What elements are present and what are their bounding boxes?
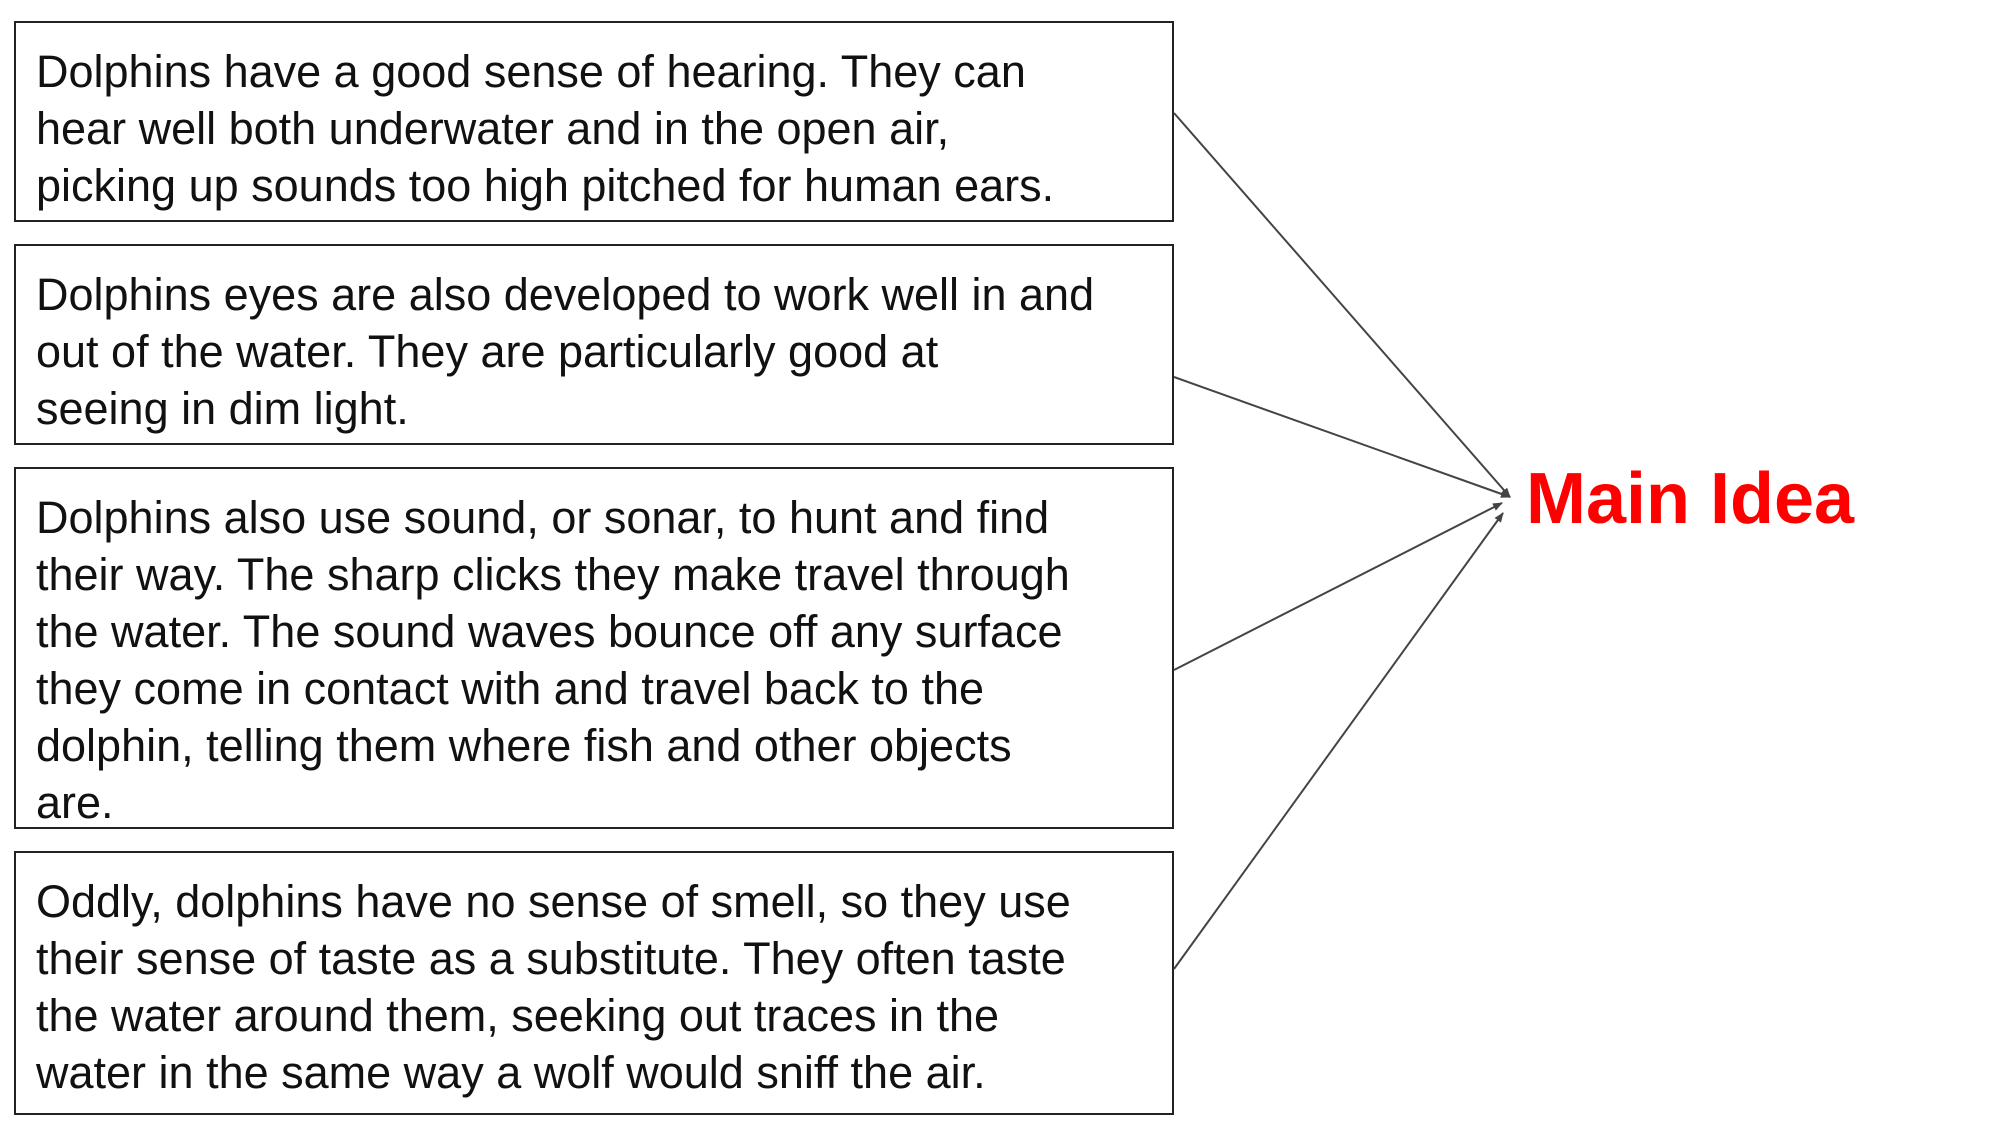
detail-text-taste: Oddly, dolphins have no sense of smell, … xyxy=(36,876,1071,1098)
main-idea-label: Main Idea xyxy=(1526,459,1855,539)
detail-text-hearing: Dolphins have a good sense of hearing. T… xyxy=(36,46,1055,211)
arrow-from-hearing xyxy=(1173,112,1511,498)
detail-box-taste: Oddly, dolphins have no sense of smell, … xyxy=(14,851,1174,1115)
arrow-from-taste xyxy=(1173,512,1504,970)
detail-box-sonar: Dolphins also use sound, or sonar, to hu… xyxy=(14,467,1174,829)
detail-box-eyesight: Dolphins eyes are also developed to work… xyxy=(14,244,1174,445)
arrow-from-sonar xyxy=(1173,502,1503,671)
detail-text-sonar: Dolphins also use sound, or sonar, to hu… xyxy=(36,492,1070,828)
detail-box-hearing: Dolphins have a good sense of hearing. T… xyxy=(14,21,1174,222)
detail-text-eyesight: Dolphins eyes are also developed to work… xyxy=(36,269,1095,434)
arrow-from-eyesight xyxy=(1173,376,1511,498)
